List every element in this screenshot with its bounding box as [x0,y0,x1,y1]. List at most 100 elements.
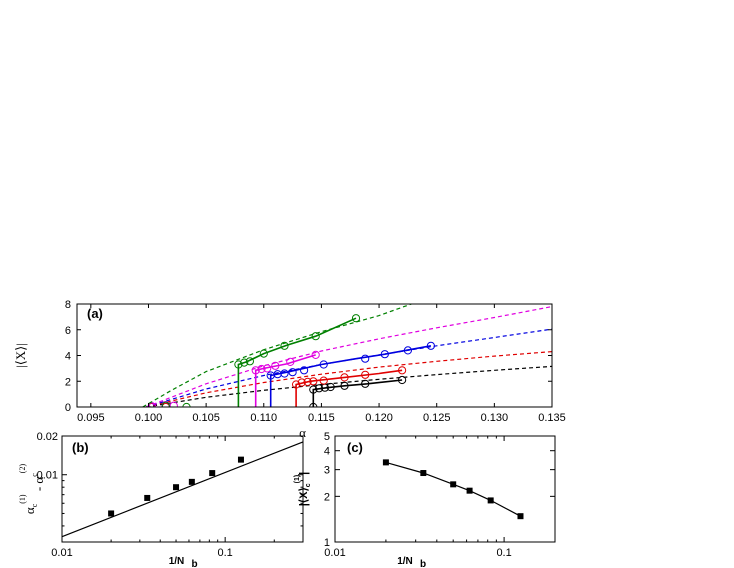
panel-label: (b) [72,440,89,455]
data-marker [382,459,389,466]
series-3-marker [251,366,260,375]
data-marker [173,484,180,491]
y-tick-label: 8 [65,299,71,311]
series-0-solid-line [312,379,403,407]
data-marker [144,494,151,501]
x-axis-label: 1/N [169,556,185,567]
y-axis-label-part: c [30,473,39,477]
series-2-marker [300,366,309,375]
y-tick-label: 0 [65,402,71,414]
x-tick-label: 0.01 [51,547,72,559]
series-0-marker [361,379,370,388]
data-marker [517,513,524,520]
series-4-marker [245,357,254,366]
data-marker [188,478,195,485]
x-tick-label: 0.135 [538,412,566,424]
series-0-marker [340,381,349,390]
series-3-marker [286,357,295,366]
data-marker [466,487,473,494]
x-axis-label: 1/N [397,556,413,567]
x-tick-label: 0.110 [250,412,277,424]
series-1-dashed-line [146,351,552,407]
series-0-marker [398,375,407,385]
series-3-dashed-line [145,306,552,407]
data-marker [237,456,244,463]
series-1-marker [361,370,370,379]
y-tick-label: 1 [324,537,330,549]
plot-frame [334,435,556,543]
series-3-marker [257,364,266,374]
y-tick-label: 3 [324,465,330,477]
x-tick-label: 0.125 [423,412,451,424]
y-axis-label: |⟨X⟩c (1)| [294,472,312,507]
series-2-marker [426,341,435,350]
x-tick-label: 0.1 [218,547,233,559]
y-axis-label: |⟨X⟩| [13,343,28,368]
series-4-marker [311,332,320,341]
y-axis-label-part: | [298,472,310,475]
series-2-marker [280,369,289,378]
y-tick-label: 6 [65,325,71,337]
y-axis-label-part: - α [31,477,46,495]
series-4-dashed-line [142,304,412,407]
series-2-marker [319,360,328,369]
panel-label: (a) [87,306,103,321]
x-tick-label: 0.1 [496,547,511,559]
series-2-marker [403,346,412,355]
panel-label: (c) [347,440,363,455]
x-axis-label: α [299,425,306,440]
series-0-marker [309,385,318,394]
panel-a: 0.095 0.100 0.105 0.110 0.115 0.120 0.125 0.130… [13,299,566,440]
x-tick-label: 0.130 [481,412,509,424]
data-marker [450,481,457,488]
x-axis-label-subscript: b [420,559,426,568]
y-axis-label-part: c [30,503,39,507]
series-2-solid-line [269,345,432,407]
data-marker [487,497,494,504]
data-marker [209,470,216,477]
series-4-marker [351,314,361,323]
y-tick-label: 2 [65,376,71,388]
series-2-marker [380,350,389,359]
series-1-marker [398,366,407,375]
plot-frame [61,435,304,543]
y-axis-label-part: (1) [294,475,301,484]
x-tick-label: 0.105 [192,412,220,424]
y-axis-label-part: (2) [18,464,27,474]
series-3-marker [311,350,320,359]
data-marker [420,470,427,477]
x-tick-label: 0.01 [324,547,345,559]
y-tick-label: 5 [324,431,330,443]
series-4-marker [280,341,289,350]
y-axis-label-part: α [22,507,37,514]
data-line [385,461,521,517]
data-marker [108,510,115,517]
panel-c: 0.01 0.1 1 2 3 4 5 (c) 1/N b |⟨X⟩c (1)| [294,431,556,568]
series-2-marker [288,368,297,377]
x-tick-label: 0.115 [308,412,335,424]
series-0-dashed-line [146,365,552,407]
series-4-solid-line [237,317,357,407]
y-axis-label-part: (1) [18,494,27,504]
x-tick-label: 0.120 [365,412,393,424]
series-1-marker [319,376,328,385]
series-3-marker [271,361,280,370]
series-1-marker [309,377,318,386]
series-3-solid-line [254,354,316,407]
panel-b: 0.01 0.10.010.02(b)1/N bαc(1) - αc(2) [18,431,304,568]
series-0-marker [315,384,324,393]
y-tick-label: 2 [324,491,330,503]
series-0-marker [326,382,335,392]
x-tick-label: 0.095 [77,412,105,424]
y-axis-label-part: c [305,483,312,487]
fit-line [61,441,304,538]
series-4-marker [240,358,249,367]
x-tick-label: 0.100 [135,412,163,424]
series-2-marker [361,354,370,363]
y-tick-label: 4 [324,446,330,458]
y-axis-label: αc(1) - αc(2) [18,464,46,515]
series-2-dashed-line [146,328,552,407]
series-1-marker [303,377,312,386]
y-tick-label: 0.02 [37,431,58,443]
